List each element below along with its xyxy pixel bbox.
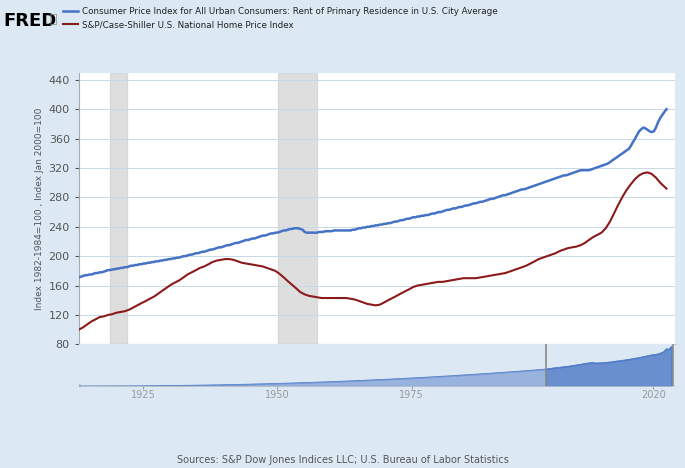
- Bar: [546, 344, 673, 386]
- Text: ⎀: ⎀: [49, 13, 57, 26]
- Legend: Consumer Price Index for All Urban Consumers: Rent of Primary Residence in U.S. : Consumer Price Index for All Urban Consu…: [62, 7, 497, 29]
- Bar: [277, 73, 317, 344]
- Text: Sources: S&P Dow Jones Indices LLC; U.S. Bureau of Labor Statistics: Sources: S&P Dow Jones Indices LLC; U.S.…: [177, 455, 508, 465]
- Text: FRED: FRED: [3, 12, 57, 29]
- Bar: [110, 73, 127, 344]
- Y-axis label: Index 1982-1984=100 , Index Jan 2000=100: Index 1982-1984=100 , Index Jan 2000=100: [36, 107, 45, 310]
